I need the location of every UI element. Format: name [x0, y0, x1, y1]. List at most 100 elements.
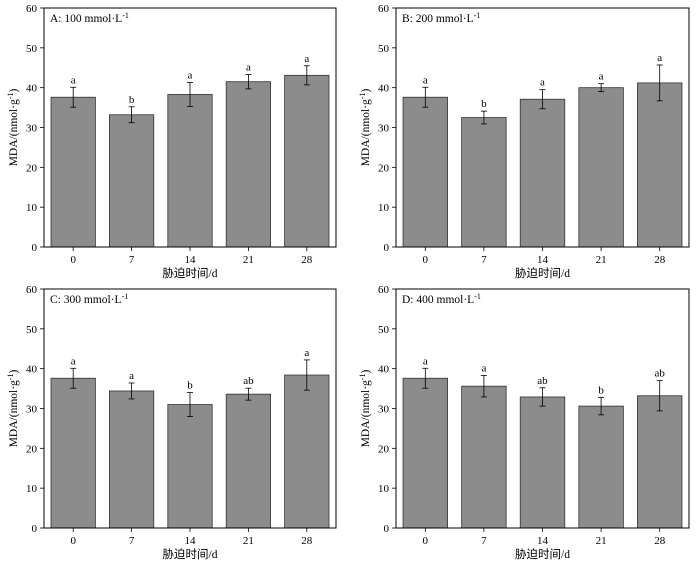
y-axis-title-main: MDA/(nmol·g [8, 99, 20, 166]
error-bar [422, 367, 429, 389]
x-tick-label: 14 [537, 535, 549, 547]
bar [637, 395, 683, 529]
x-tick-label: 14 [537, 254, 549, 266]
panel-title-sup: -1 [474, 11, 481, 20]
y-axis-title-sup: -1 [6, 93, 15, 100]
y-axis-title-sup: -1 [6, 374, 15, 381]
y-axis-title-sup: -1 [358, 93, 367, 100]
significance-letter: ab [537, 375, 548, 387]
significance-letter: a [423, 355, 428, 367]
y-axis-title-end: ) [8, 370, 20, 374]
panel-title-sup: -1 [122, 292, 129, 301]
significance-letter: a [423, 74, 428, 86]
error-bar [598, 396, 605, 416]
significance-letter: a [71, 355, 76, 367]
x-tick-label: 7 [129, 254, 135, 266]
panel-title: D: 400 mmol·L-1 [402, 292, 481, 306]
y-tick-label: 40 [26, 364, 38, 376]
error-bar [245, 74, 252, 90]
plot-frame [43, 288, 337, 529]
panel-title-main: A: 100 mmol·L [50, 13, 122, 25]
bar [284, 74, 330, 248]
y-tick-label: 30 [378, 404, 390, 416]
error-bar [422, 86, 429, 108]
y-axis-title: MDA/(nmol·g-1) [358, 89, 372, 167]
x-axis-title: 胁迫时间/d [163, 266, 218, 280]
y-tick-label: 0 [32, 242, 38, 254]
error-bar [480, 375, 487, 398]
y-axis-title-sup: -1 [358, 374, 367, 381]
y-axis-title: MDA/(nmol·g-1) [358, 370, 372, 448]
y-tick-label: 50 [378, 324, 390, 336]
x-tick-label: 0 [70, 535, 76, 547]
significance-letter: b [187, 380, 193, 392]
y-tick-label: 30 [26, 123, 38, 135]
y-axis-title-end: ) [360, 89, 372, 93]
bar [109, 114, 155, 248]
y-tick-label: 40 [26, 83, 38, 95]
significance-letter: a [599, 71, 604, 83]
error-bar [70, 367, 77, 389]
y-tick-label: 20 [26, 162, 38, 174]
y-tick-label: 10 [378, 483, 390, 495]
bar [225, 81, 271, 248]
error-bar [128, 106, 135, 124]
panel-title: B: 200 mmol·L-1 [402, 11, 480, 25]
error-bar [128, 382, 135, 400]
bar [461, 117, 507, 248]
panel-title-sup: -1 [474, 292, 481, 301]
bar [461, 385, 507, 529]
y-axis-title-main: MDA/(nmol·g [360, 99, 372, 166]
error-bar [187, 392, 193, 417]
significance-letter: a [304, 347, 309, 359]
y-axis-title-end: ) [8, 89, 20, 93]
panel-title-main: C: 300 mmol·L [50, 294, 122, 306]
bar [637, 82, 683, 248]
plot-frame [395, 288, 690, 529]
error-bar [656, 64, 663, 102]
x-tick-label: 21 [596, 254, 607, 266]
plot-frame [43, 7, 337, 248]
significance-letter: a [304, 53, 309, 65]
x-tick-label: 0 [423, 254, 429, 266]
y-tick-label: 20 [378, 162, 390, 174]
significance-letter: a [246, 62, 251, 74]
bar [402, 96, 448, 248]
y-axis-title-main: MDA/(nmol·g [360, 380, 372, 447]
significance-letter: b [598, 384, 604, 396]
x-tick-label: 28 [301, 535, 313, 547]
x-tick-label: 14 [185, 254, 197, 266]
significance-letter: a [540, 77, 545, 89]
y-tick-label: 40 [378, 83, 390, 95]
significance-letter: b [481, 98, 487, 110]
bar [519, 396, 566, 529]
error-bar [245, 387, 252, 401]
significance-letter: ab [655, 368, 666, 380]
error-bar [303, 65, 310, 86]
y-tick-label: 60 [26, 284, 38, 296]
y-tick-label: 10 [26, 483, 38, 495]
x-tick-label: 0 [423, 535, 429, 547]
bar [578, 87, 624, 248]
y-axis-title: MDA/(nmol·g-1) [6, 89, 20, 167]
x-tick-label: 7 [481, 535, 487, 547]
plot-frame [395, 7, 690, 248]
panel-title-main: B: 200 mmol·L [402, 13, 474, 25]
y-tick-label: 50 [26, 43, 38, 55]
x-axis-title: 胁迫时间/d [515, 547, 570, 561]
x-tick-label: 7 [481, 254, 487, 266]
x-tick-label: 28 [654, 254, 666, 266]
y-tick-label: 10 [26, 202, 38, 214]
x-tick-label: 7 [129, 535, 135, 547]
x-tick-label: 21 [243, 254, 254, 266]
y-tick-label: 0 [384, 523, 390, 535]
bar [167, 94, 213, 248]
error-bar [480, 110, 487, 125]
error-bar [539, 89, 546, 110]
error-bar [539, 387, 546, 407]
significance-letter: ab [243, 375, 254, 387]
y-tick-label: 50 [26, 324, 38, 336]
y-tick-label: 30 [26, 404, 38, 416]
significance-letter: a [71, 74, 76, 86]
